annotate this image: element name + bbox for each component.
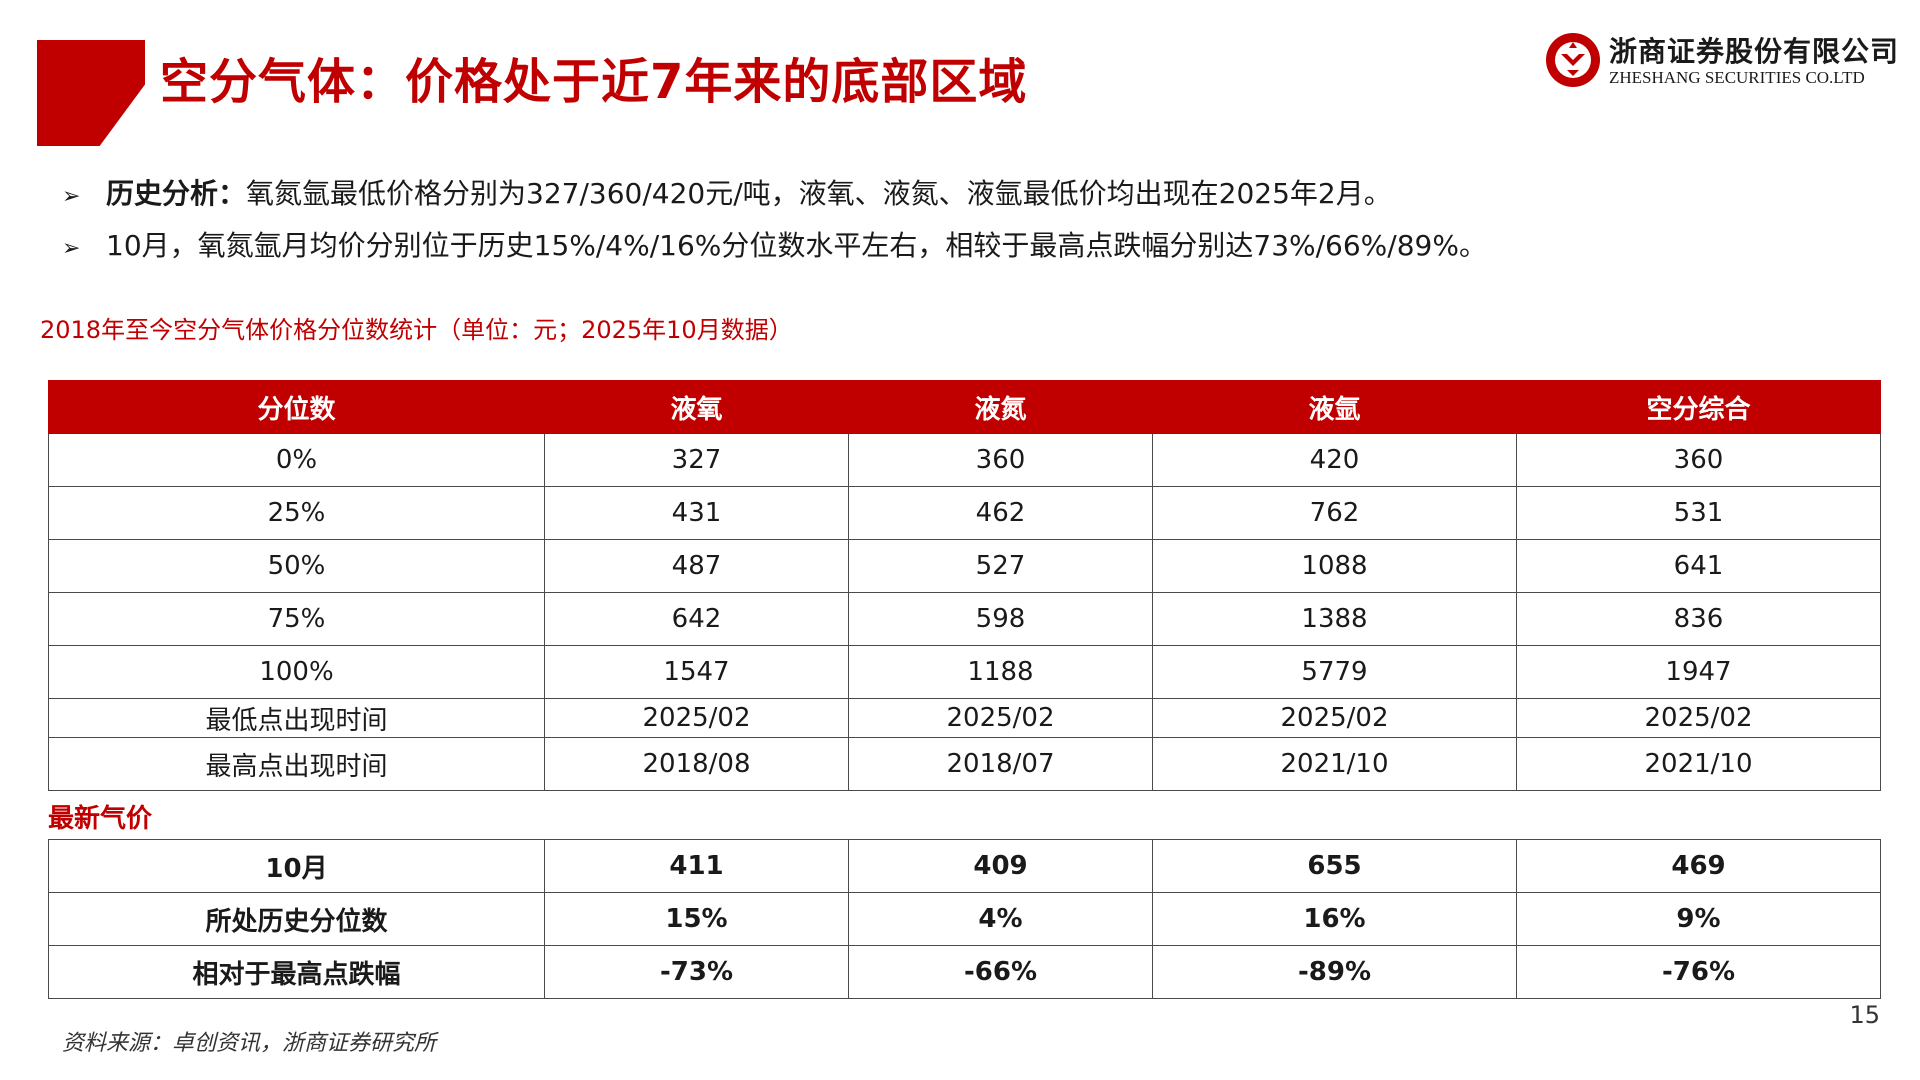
logo-name-cn: 浙商证券股份有限公司 — [1609, 35, 1900, 68]
latest-price-table: 10月 411 409 655 469 所处历史分位数 15% 4% 16% 9… — [48, 839, 1881, 999]
table-cell: 1188 — [848, 645, 1153, 699]
table-cell: 2018/08 — [544, 737, 849, 791]
bullet-text: 氧氮氩最低价格分别为327/360/420元/吨，液氧、液氮、液氩最低价均出现在… — [246, 177, 1392, 210]
column-header: 分位数 — [48, 380, 545, 434]
page-title: 空分气体：价格处于近7年来的底部区域 — [160, 54, 1028, 110]
table-cell: 2025/02 — [544, 698, 849, 738]
table-header-row: 分位数 液氧 液氮 液氩 空分综合 — [48, 380, 1881, 434]
table-row: 最低点出现时间 2025/02 2025/02 2025/02 2025/02 — [48, 698, 1881, 738]
bullet-text: 10月，氧氮氩月均价分别位于历史15%/4%/16%分位数水平左右，相较于最高点… — [106, 229, 1487, 262]
table-cell: 0% — [48, 433, 545, 487]
bullet-item: ➢ 10月，氧氮氩月均价分别位于历史15%/4%/16%分位数水平左右，相较于最高… — [62, 220, 1862, 272]
table-cell: 1547 — [544, 645, 849, 699]
table-cell: 16% — [1152, 892, 1517, 946]
table-cell: 431 — [544, 486, 849, 540]
table-cell: 25% — [48, 486, 545, 540]
table-cell: 462 — [848, 486, 1153, 540]
bullet-item: ➢ 历史分析：氧氮氩最低价格分别为327/360/420元/吨，液氧、液氮、液氩最… — [62, 168, 1862, 220]
table-row: 最高点出现时间 2018/08 2018/07 2021/10 2021/10 — [48, 737, 1881, 791]
table-row: 50% 487 527 1088 641 — [48, 539, 1881, 593]
page-number: 15 — [1849, 1001, 1880, 1029]
table-cell: 2021/10 — [1516, 737, 1881, 791]
table-cell: 4% — [848, 892, 1153, 946]
arrow-bullet-icon: ➢ — [62, 236, 81, 261]
table-cell: 所处历史分位数 — [48, 892, 545, 946]
table-row: 100% 1547 1188 5779 1947 — [48, 645, 1881, 699]
title-corner-block — [37, 40, 145, 146]
table-cell: 327 — [544, 433, 849, 487]
table-cell: 469 — [1516, 839, 1881, 893]
table-cell: 1088 — [1152, 539, 1517, 593]
table-cell: 1388 — [1152, 592, 1517, 646]
table-cell: 2025/02 — [848, 698, 1153, 738]
latest-price-label: 最新气价 — [48, 804, 153, 834]
table-cell: 2021/10 — [1152, 737, 1517, 791]
table-row: 25% 431 462 762 531 — [48, 486, 1881, 540]
bullet-list: ➢ 历史分析：氧氮氩最低价格分别为327/360/420元/吨，液氧、液氮、液氩最… — [62, 168, 1862, 272]
table-cell: 2025/02 — [1516, 698, 1881, 738]
table-cell: 360 — [1516, 433, 1881, 487]
table-cell: 最低点出现时间 — [48, 698, 545, 738]
table-cell: 531 — [1516, 486, 1881, 540]
logo-name-en: ZHESHANG SECURITIES CO.LTD — [1609, 68, 1865, 87]
column-header: 空分综合 — [1516, 380, 1881, 434]
table-cell: 836 — [1516, 592, 1881, 646]
table-cell: 487 — [544, 539, 849, 593]
table-row: 相对于最高点跌幅 -73% -66% -89% -76% — [48, 945, 1881, 999]
table-cell: 100% — [48, 645, 545, 699]
table-cell: 598 — [848, 592, 1153, 646]
table-cell: 420 — [1152, 433, 1517, 487]
table-cell: 411 — [544, 839, 849, 893]
table-row: 0% 327 360 420 360 — [48, 433, 1881, 487]
bullet-lead: 历史分析： — [106, 177, 247, 210]
table-cell: 527 — [848, 539, 1153, 593]
table-cell: 15% — [544, 892, 849, 946]
table-cell: 2018/07 — [848, 737, 1153, 791]
table-caption: 2018年至今空分气体价格分位数统计（单位：元；2025年10月数据） — [40, 316, 793, 344]
column-header: 液氧 — [544, 380, 849, 434]
column-header: 液氩 — [1152, 380, 1517, 434]
table-cell: 5779 — [1152, 645, 1517, 699]
table-cell: 9% — [1516, 892, 1881, 946]
table-cell: 762 — [1152, 486, 1517, 540]
table-cell: 75% — [48, 592, 545, 646]
table-cell: -66% — [848, 945, 1153, 999]
table-cell: 50% — [48, 539, 545, 593]
company-logo: 浙商证券股份有限公司 ZHESHANG SECURITIES CO.LTD — [1545, 30, 1898, 92]
column-header: 液氮 — [848, 380, 1153, 434]
table-row: 10月 411 409 655 469 — [48, 839, 1881, 893]
table-cell: 641 — [1516, 539, 1881, 593]
table-row: 所处历史分位数 15% 4% 16% 9% — [48, 892, 1881, 946]
table-cell: 642 — [544, 592, 849, 646]
table-row: 75% 642 598 1388 836 — [48, 592, 1881, 646]
table-cell: 655 — [1152, 839, 1517, 893]
table-cell: 1947 — [1516, 645, 1881, 699]
price-percentile-table: 分位数 液氧 液氮 液氩 空分综合 0% 327 360 420 360 25%… — [48, 380, 1881, 791]
table-cell: -89% — [1152, 945, 1517, 999]
source-footnote: 资料来源：卓创资讯，浙商证券研究所 — [62, 1031, 437, 1056]
zheshang-logo-icon — [1546, 33, 1600, 87]
arrow-bullet-icon: ➢ — [62, 184, 81, 209]
table-cell: 相对于最高点跌幅 — [48, 945, 545, 999]
table-cell: -76% — [1516, 945, 1881, 999]
table-cell: 360 — [848, 433, 1153, 487]
table-cell: -73% — [544, 945, 849, 999]
table-cell: 2025/02 — [1152, 698, 1517, 738]
table-cell: 最高点出现时间 — [48, 737, 545, 791]
table-cell: 409 — [848, 839, 1153, 893]
table-cell: 10月 — [48, 839, 545, 893]
